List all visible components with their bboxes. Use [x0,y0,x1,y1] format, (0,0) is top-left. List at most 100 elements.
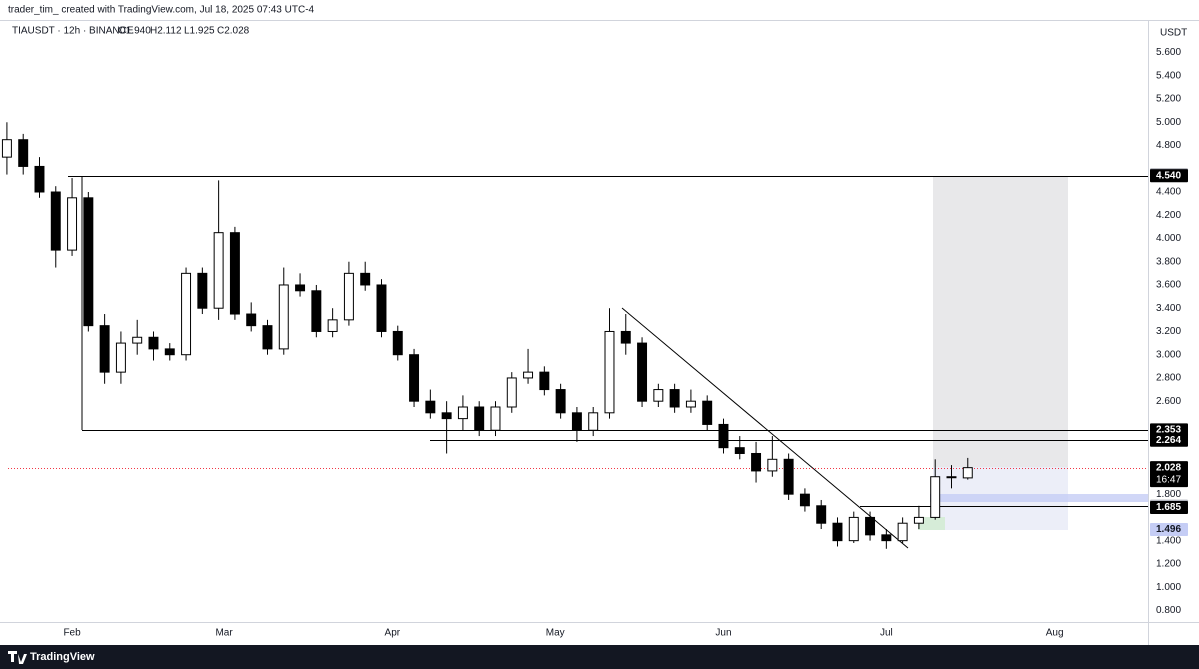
candle-body [181,272,192,356]
candle-body [343,272,354,321]
trend-line [621,307,909,549]
symbol: TIAUSDT · 12h · BINANCE [12,26,134,37]
candle-body [571,412,582,431]
candle-body [555,389,566,414]
price-label-box [1150,433,1188,447]
candle-body [962,467,973,479]
candle-body [164,348,175,356]
candle-body [685,400,696,408]
candle-body [506,377,517,408]
y-tick-label: 3.800 [1156,256,1181,267]
candle-body [881,534,892,542]
y-tick-label: 3.600 [1156,280,1181,291]
y-tick-label: 2.800 [1156,373,1181,384]
header: trader_tim_ created with TradingView.com… [8,5,315,16]
candle-body [360,272,371,286]
countdown: 16:47 [1156,474,1181,485]
price-label: 2.353 [1156,425,1181,436]
ohlc-open: O1.940 [118,26,151,37]
candle-body [539,371,550,391]
candle-body [702,400,713,425]
y-tick-label: 4.200 [1156,210,1181,221]
price-label: 2.028 [1156,462,1181,473]
candle-body [441,412,452,420]
x-tick-label: Feb [63,628,81,639]
y-tick-label: 4.000 [1156,233,1181,244]
candle-body [197,272,208,309]
price-label-box [1150,423,1188,437]
candle-body [392,330,403,356]
candle-body [946,476,957,479]
candle-body [18,139,29,167]
candle-body [409,354,420,402]
candle-body [425,400,436,414]
candle-body [327,319,338,332]
y-tick-label: 4.400 [1156,187,1181,198]
y-tick-label: 2.600 [1156,396,1181,407]
candle-body [897,522,908,542]
x-tick-label: May [546,628,565,639]
y-tick-label: 5.000 [1156,117,1181,128]
footer-bar [0,645,1199,669]
candle-body [376,284,387,332]
candle-body [34,165,45,193]
price-label: 2.264 [1156,435,1181,446]
candle-body [67,197,78,251]
candle-body [604,330,615,414]
candle-body [588,412,599,431]
y-tick-label: 5.400 [1156,70,1181,81]
price-label-box [1150,522,1188,536]
x-tick-label: Jun [715,628,731,639]
candle-body [767,458,778,472]
candle-body [620,330,631,344]
price-label: 1.685 [1156,502,1181,513]
y-tick-label: 1.800 [1156,489,1181,500]
zone-strip [930,494,1148,502]
candle-body [865,516,876,536]
x-tick-label: Mar [215,628,233,639]
candle-body [669,389,680,408]
candle-body [930,476,941,518]
candle-body [295,284,306,292]
candle-body [99,325,110,373]
candle-body [1,139,12,158]
candle-body [734,447,745,454]
currency: USDT [1160,28,1187,39]
candle-body [457,406,468,420]
candle-body [799,493,810,507]
ohlc-low: L1.925 [184,26,215,37]
price-label: 1.496 [1156,524,1181,535]
candle-body [278,284,289,350]
ohlc-high: H2.112 [150,26,182,37]
y-tick-label: 3.400 [1156,303,1181,314]
x-tick-label: Aug [1046,628,1064,639]
candle-body [490,406,501,431]
candle-body [148,336,159,350]
candle-body [653,389,664,402]
y-tick-label: 3.000 [1156,349,1181,360]
y-tick-label: 4.800 [1156,140,1181,151]
y-tick-label: 0.800 [1156,605,1181,616]
candle-body [246,313,257,327]
y-tick-label: 1.200 [1156,559,1181,570]
candle-body [783,458,794,495]
candle-body [848,516,859,542]
y-tick-label: 1.400 [1156,535,1181,546]
candle-body [229,232,240,315]
y-tick-label: 5.600 [1156,47,1181,58]
candle-body [816,505,827,524]
y-tick-label: 1.000 [1156,582,1181,593]
candle-body [718,423,729,449]
price-label: 4.540 [1156,170,1181,181]
candle-body [474,406,485,431]
candle-body [132,336,143,344]
y-tick-label: 5.200 [1156,94,1181,105]
y-tick-label: 3.200 [1156,326,1181,337]
x-tick-label: Apr [385,628,401,639]
candle-body [832,522,843,542]
price-label-box [1150,501,1188,515]
footer-brand: TradingView [30,651,95,663]
candle-body [523,371,534,379]
candle-body [50,191,61,251]
